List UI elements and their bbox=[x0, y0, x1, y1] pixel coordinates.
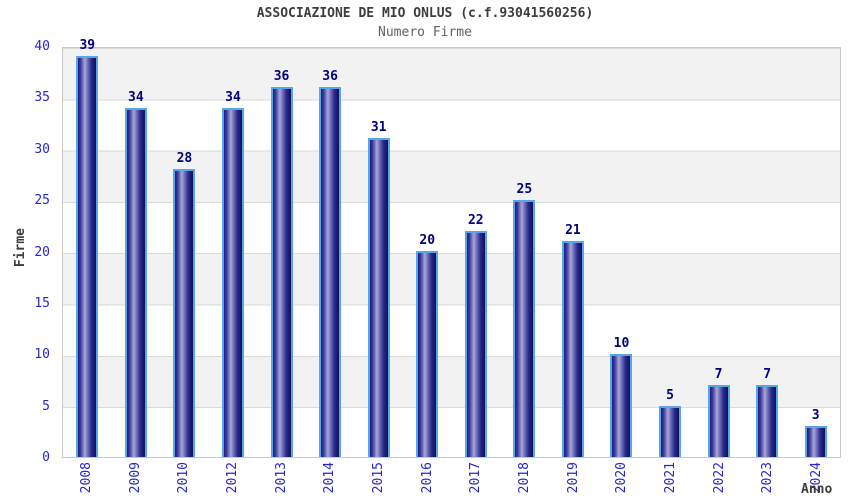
x-label-2018: 2018 bbox=[517, 462, 533, 494]
x-axis-title: Anno bbox=[801, 482, 833, 497]
bar-value-label-2019: 21 bbox=[565, 223, 581, 238]
plot-area: 39 34 28 34 36 36 31 20 22 25 21 10 5 7 7 3 bbox=[62, 39, 841, 458]
bar-2009 bbox=[124, 108, 147, 457]
bar-2012 bbox=[221, 108, 244, 457]
bar-slot-2016: 20 bbox=[403, 48, 452, 457]
x-label-slot-2023: 2023 bbox=[744, 462, 793, 493]
x-label-slot-2015: 2015 bbox=[354, 462, 403, 493]
bar-series: 39 34 28 34 36 36 31 20 22 25 21 10 5 7 7 3 bbox=[63, 39, 840, 457]
bar-slot-2020: 10 bbox=[597, 48, 646, 457]
x-label-2020: 2020 bbox=[614, 462, 630, 494]
x-label-slot-2008: 2008 bbox=[62, 462, 111, 493]
x-label-2009: 2009 bbox=[127, 462, 143, 494]
bar-slot-2022: 7 bbox=[694, 48, 743, 457]
y-tick-30: 30 bbox=[34, 141, 50, 157]
x-label-2013: 2013 bbox=[273, 462, 289, 494]
bar-value-label-2023: 7 bbox=[763, 367, 772, 382]
bar-2016 bbox=[416, 251, 439, 457]
x-label-2019: 2019 bbox=[565, 462, 581, 494]
bar-value-label-2017: 22 bbox=[467, 213, 484, 228]
bar-value-label-2012: 34 bbox=[225, 90, 241, 105]
bar-2008 bbox=[76, 56, 99, 457]
x-label-slot-2017: 2017 bbox=[452, 462, 501, 493]
y-tick-20: 20 bbox=[34, 244, 50, 260]
x-label-slot-2012: 2012 bbox=[208, 462, 257, 493]
bar-value-label-2009: 34 bbox=[128, 90, 144, 105]
bar-2024 bbox=[804, 426, 827, 457]
x-label-2017: 2017 bbox=[468, 462, 484, 494]
bar-2019 bbox=[561, 241, 584, 457]
chart-subtitle: Numero Firme bbox=[378, 25, 472, 40]
bar-slot-2021: 5 bbox=[646, 48, 695, 457]
bar-slot-2023: 7 bbox=[743, 48, 792, 457]
bar-value-label-2014: 36 bbox=[322, 69, 338, 84]
x-label-2012: 2012 bbox=[224, 462, 240, 494]
x-label-slot-2013: 2013 bbox=[257, 462, 306, 493]
bar-value-label-2008: 39 bbox=[79, 38, 96, 53]
bar-2022 bbox=[707, 385, 730, 457]
x-label-2014: 2014 bbox=[322, 462, 338, 494]
bar-slot-2018: 25 bbox=[500, 48, 549, 457]
x-label-slot-2020: 2020 bbox=[598, 462, 647, 493]
bar-2017 bbox=[464, 231, 487, 457]
y-tick-10: 10 bbox=[34, 347, 50, 363]
bar-value-label-2020: 10 bbox=[613, 336, 630, 351]
x-label-2015: 2015 bbox=[370, 462, 386, 494]
x-label-slot-2022: 2022 bbox=[695, 462, 744, 493]
x-label-2022: 2022 bbox=[711, 462, 727, 494]
bar-2013 bbox=[270, 87, 293, 457]
bar-2018 bbox=[513, 200, 536, 457]
bar-slot-2024: 3 bbox=[791, 48, 840, 457]
bar-slot-2017: 22 bbox=[452, 48, 501, 457]
x-label-slot-2018: 2018 bbox=[500, 462, 549, 493]
bar-value-label-2015: 31 bbox=[370, 120, 387, 135]
y-tick-40: 40 bbox=[34, 39, 50, 54]
x-label-slot-2019: 2019 bbox=[549, 462, 598, 493]
x-label-2021: 2021 bbox=[663, 462, 679, 494]
x-label-2008: 2008 bbox=[78, 462, 94, 494]
x-label-2023: 2023 bbox=[760, 462, 776, 494]
x-label-2016: 2016 bbox=[419, 462, 435, 494]
bar-value-label-2024: 3 bbox=[811, 408, 820, 423]
x-axis-category-labels: 2008 2009 2010 2012 2013 2014 2015 2016 2017 2018… bbox=[62, 462, 841, 493]
bar-2021 bbox=[659, 406, 682, 457]
bar-value-label-2010: 28 bbox=[176, 151, 193, 166]
bar-value-label-2022: 7 bbox=[714, 367, 723, 382]
x-label-slot-2016: 2016 bbox=[403, 462, 452, 493]
chart-title: ASSOCIAZIONE DE MIO ONLUS (c.f.930415602… bbox=[256, 6, 594, 21]
bar-2014 bbox=[319, 87, 342, 457]
bar-value-label-2021: 5 bbox=[666, 388, 674, 403]
y-tick-25: 25 bbox=[34, 193, 50, 209]
bar-slot-2012: 34 bbox=[209, 48, 258, 457]
x-label-slot-2010: 2010 bbox=[159, 462, 208, 493]
bar-value-label-2013: 36 bbox=[273, 69, 290, 84]
bar-slot-2019: 21 bbox=[549, 48, 598, 457]
bar-slot-2008: 39 bbox=[63, 39, 112, 457]
bar-value-label-2018: 25 bbox=[516, 182, 533, 197]
bar-slot-2014: 36 bbox=[306, 48, 355, 457]
bar-slot-2009: 34 bbox=[112, 48, 161, 457]
bar-2015 bbox=[367, 138, 390, 457]
x-label-slot-2009: 2009 bbox=[111, 462, 160, 493]
bar-slot-2010: 28 bbox=[160, 48, 209, 457]
x-label-slot-2021: 2021 bbox=[646, 462, 695, 493]
x-label-2010: 2010 bbox=[176, 462, 192, 494]
y-tick-15: 15 bbox=[34, 295, 50, 311]
bar-2010 bbox=[173, 169, 196, 457]
y-tick-0: 0 bbox=[42, 450, 50, 465]
bar-2020 bbox=[610, 354, 633, 457]
y-tick-35: 35 bbox=[34, 90, 50, 106]
bar-slot-2013: 36 bbox=[257, 48, 306, 457]
x-label-slot-2014: 2014 bbox=[305, 462, 354, 493]
bar-slot-2015: 31 bbox=[354, 48, 403, 457]
bar-2023 bbox=[756, 385, 779, 457]
y-tick-5: 5 bbox=[42, 398, 50, 414]
bar-value-label-2016: 20 bbox=[419, 233, 436, 248]
